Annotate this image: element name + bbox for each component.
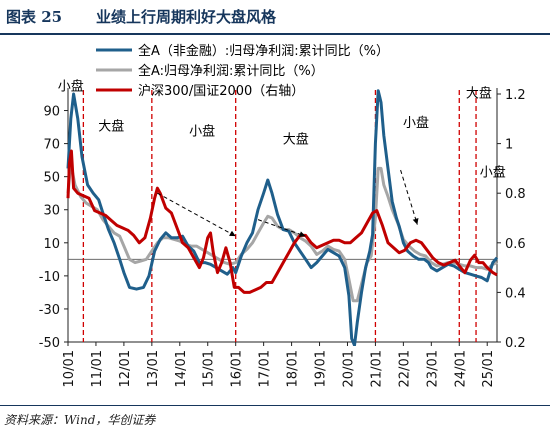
x-tick-label: 21/01 — [369, 350, 384, 387]
x-tick-label: 14/01 — [174, 350, 189, 387]
y-left-tick-label: 50 — [43, 171, 60, 186]
x-tick-label: 19/01 — [314, 350, 329, 387]
y-left-tick-label: 10 — [43, 237, 60, 252]
y-right-tick-label: 0.2 — [505, 336, 526, 351]
series-line-3 — [66, 149, 498, 294]
trend-arrow — [257, 219, 306, 238]
x-tick-label: 12/01 — [118, 350, 133, 387]
figure-number: 图表 25 — [6, 8, 63, 26]
trend-arrow — [157, 192, 236, 237]
footer-rule — [0, 405, 550, 406]
y-left-tick-label: 90 — [43, 105, 60, 120]
x-tick-label: 13/01 — [146, 350, 161, 387]
x-tick-label: 20/01 — [341, 350, 356, 387]
figure-title: 业绩上行周期利好大盘风格 — [96, 8, 277, 26]
x-tick-label: 16/01 — [230, 350, 245, 387]
legend-label-2: 全A:归母净利润:累计同比（%） — [138, 63, 324, 79]
series-line-2 — [66, 161, 498, 303]
regime-label: 大盘 — [466, 85, 492, 101]
regime-label: 小盘 — [403, 115, 429, 131]
x-tick-label: 15/01 — [202, 350, 217, 387]
y-left-tick-label: -10 — [39, 270, 60, 285]
legend-label-3: 沪深300/国证2000（右轴） — [138, 83, 304, 99]
regime-label: 小盘 — [58, 79, 84, 95]
y-left-tick-label: 30 — [43, 204, 60, 219]
y-right-tick-label: 0.6 — [505, 237, 526, 252]
x-tick-label: 10/01 — [62, 350, 77, 387]
trend-arrow — [400, 169, 419, 225]
y-left-tick-label: -50 — [39, 336, 60, 351]
y-left-tick-label: 70 — [43, 138, 60, 153]
x-tick-label: 18/01 — [286, 350, 301, 387]
regime-label: 小盘 — [189, 123, 215, 139]
x-tick-label: 22/01 — [397, 350, 412, 387]
y-right-tick-label: 0.4 — [505, 286, 526, 301]
y-right-tick-label: 1.2 — [505, 88, 526, 103]
title-rule — [0, 33, 550, 35]
y-right-tick-label: 0.8 — [505, 187, 526, 202]
x-tick-label: 23/01 — [425, 350, 440, 387]
regime-label: 小盘 — [480, 165, 506, 181]
source-note: 资料来源：Wind，华创证券 — [4, 413, 156, 427]
x-tick-label: 24/01 — [453, 350, 468, 387]
legend-label-1: 全A（非金融）:归母净利润:累计同比（%） — [138, 43, 389, 59]
regime-label: 大盘 — [283, 132, 309, 148]
chart-area: 90 70 50 30 10 -10 -30 -50 1.2 1 0.8 0.6 0.4 0.2 10/01… — [39, 43, 526, 387]
series-group — [66, 89, 499, 346]
regime-label: 大盘 — [98, 118, 124, 134]
y-left-tick-label: -30 — [39, 303, 60, 318]
x-tick-label: 25/01 — [481, 350, 496, 387]
x-tick-label: 11/01 — [90, 350, 105, 387]
figure-header: 图表 25 业绩上行周期利好大盘风格 — [0, 0, 550, 36]
x-tick-label: 17/01 — [258, 350, 273, 387]
series-line-1 — [66, 89, 499, 346]
y-right-tick-label: 1 — [505, 138, 513, 153]
